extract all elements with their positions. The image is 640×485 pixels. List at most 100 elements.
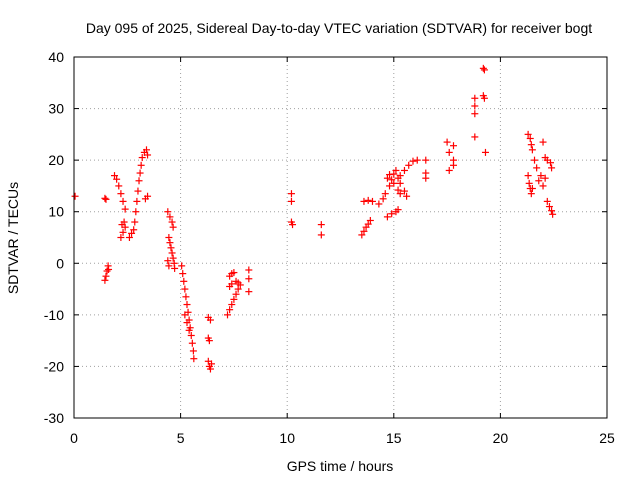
data-point [206,365,214,373]
tick-layer: 0 5 10 15 20 25 -30 -20 -10 0 10 20 30 40 [44,49,615,446]
y-tick-label: -30 [44,410,64,426]
data-point [115,182,123,190]
data-point [364,220,372,228]
data-point [375,200,383,208]
data-point [165,262,173,270]
x-tick-label: 15 [386,430,402,446]
data-point [480,94,488,102]
data-point [481,148,489,156]
data-point [548,164,556,172]
data-point [103,267,111,275]
data-point [471,110,479,118]
data-point [379,195,387,203]
data-point [360,197,368,205]
data-point [400,166,408,174]
data-point [228,301,236,309]
data-point [230,295,238,303]
data-point [133,197,141,205]
data-point [134,187,142,195]
data-point [528,146,536,154]
data-point [232,290,240,298]
data-point [413,156,421,164]
data-point [366,216,374,224]
data-point [409,157,417,165]
data-point [121,205,129,213]
data-point [113,175,121,183]
data-point [422,156,430,164]
data-point [390,179,398,187]
data-point [117,234,125,241]
data-point [180,277,188,285]
y-tick-label: -10 [44,307,64,323]
data-point [168,249,176,257]
x-tick-label: 5 [177,430,185,446]
data-point [224,311,232,319]
data-point [396,179,404,187]
data-point [208,360,216,368]
data-point [443,138,451,146]
data-point [179,270,187,278]
y-tick-label: 20 [48,152,64,168]
y-tick-label: 10 [48,204,64,220]
data-point [117,190,125,198]
data-point [317,221,325,229]
data-point [533,164,541,172]
data-point [138,154,146,162]
data-point [111,172,119,180]
x-tick-label: 25 [599,430,615,446]
data-point [539,182,547,190]
data-point [119,228,127,236]
data-point [396,190,404,198]
data-point [183,301,191,309]
data-point [182,293,190,301]
data-point [164,208,172,216]
data-point [381,190,389,198]
data-point [169,254,177,262]
data-point [537,172,545,180]
data-point [185,326,193,334]
data-point [102,272,110,280]
data-point [142,146,150,154]
data-point [183,319,191,327]
data-point [471,133,479,141]
data-point [166,213,174,221]
data-point [479,64,487,72]
data-point [144,151,152,159]
data-point [360,227,368,235]
data-point [471,94,479,102]
data-point [128,229,136,237]
grid-layer [74,57,607,418]
data-point [136,169,144,177]
data-point [400,187,408,195]
data-point [358,231,366,239]
data-point [135,177,143,185]
y-tick-label: 40 [48,49,64,65]
data-point [539,138,547,146]
data-point [181,285,189,293]
data-point [364,196,372,204]
data-point [245,275,253,283]
data-point [131,218,139,226]
data-point [386,182,394,190]
data-point [71,192,79,200]
data-point [144,192,152,200]
data-point [187,331,195,339]
x-tick-label: 20 [493,430,509,446]
data-point [190,355,198,363]
data-point [527,190,535,198]
data-point [102,195,110,203]
data-point [548,207,556,215]
data-point [403,192,411,200]
data-point [165,234,173,241]
data-point [388,176,396,184]
data-point [119,197,127,205]
data-point [137,161,145,169]
data-point [287,190,295,198]
data-point [245,266,253,274]
data-point [383,174,391,182]
data-point [394,186,402,194]
data-point [171,264,179,272]
data-point [545,203,553,211]
